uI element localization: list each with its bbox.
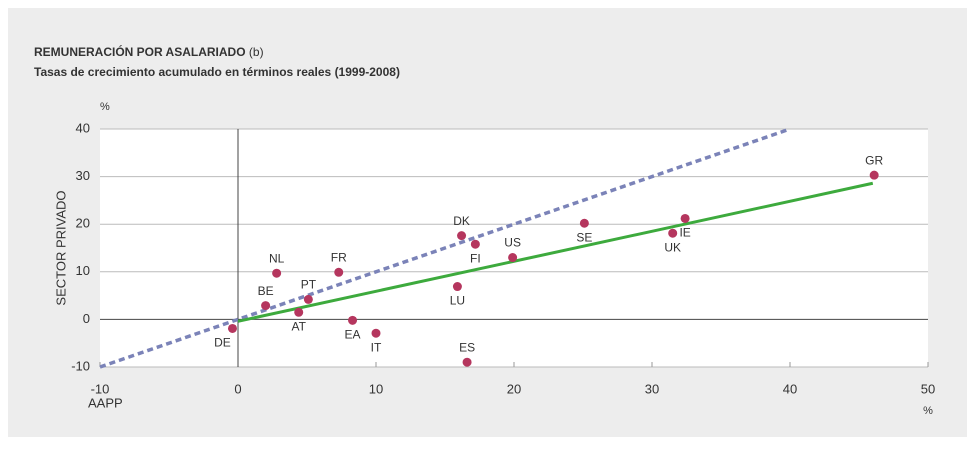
point — [272, 268, 282, 278]
x-tick-label: 10 — [369, 381, 383, 396]
x-tick-label: 50 — [921, 381, 935, 396]
x-tick-label: 30 — [645, 381, 659, 396]
point — [452, 282, 462, 292]
point — [508, 253, 518, 263]
title-note: (b) — [249, 45, 264, 59]
y-tick-label: 30 — [76, 168, 90, 183]
reference-line — [99, 127, 791, 369]
point — [668, 228, 678, 238]
chart-title: REMUNERACIÓN POR ASALARIADO (b) — [34, 44, 264, 59]
point — [457, 231, 467, 241]
point-label: EA — [345, 328, 361, 342]
x-tick-label: -10 — [91, 381, 110, 396]
x-tick-label: 0 — [234, 381, 241, 396]
point-label: IT — [371, 340, 382, 354]
point-label: ES — [459, 340, 475, 354]
point — [869, 170, 879, 180]
point — [462, 357, 472, 367]
y-tick-label: 10 — [76, 263, 90, 278]
point-label: DK — [453, 214, 470, 228]
point-label: LU — [450, 294, 465, 308]
point — [470, 239, 480, 249]
y-unit: % — [100, 101, 110, 113]
y-tick-label: -10 — [71, 358, 90, 373]
title: REMUNERACIÓN POR ASALARIADO — [34, 44, 246, 59]
point-label: DE — [214, 336, 231, 350]
chart-subtitle: Tasas de crecimiento acumulado en términ… — [34, 65, 400, 79]
point — [334, 267, 344, 277]
point-label: NL — [269, 251, 285, 265]
point-label: AT — [291, 319, 306, 333]
x-unit: % — [923, 405, 933, 417]
point — [227, 323, 237, 333]
point-label: IE — [679, 226, 690, 240]
point-label: UK — [664, 240, 681, 254]
point — [680, 213, 690, 223]
point — [261, 301, 271, 311]
point-label: BE — [258, 284, 274, 298]
y-axis-label: SECTOR PRIVADO — [53, 190, 68, 305]
x-tick-label: 20 — [507, 381, 521, 396]
point — [371, 328, 381, 338]
point-label: GR — [865, 153, 883, 167]
y-tick-label: 20 — [76, 216, 90, 231]
x-tick-label: 40 — [783, 381, 797, 396]
y-tick-label: 40 — [76, 120, 90, 135]
point — [294, 307, 304, 317]
point-label: FR — [331, 250, 347, 264]
point — [348, 315, 358, 325]
point — [579, 218, 589, 228]
reference-line — [237, 181, 874, 323]
point — [303, 294, 313, 304]
point-label: SE — [576, 230, 592, 244]
point-label: PT — [301, 278, 317, 292]
point-label: US — [504, 236, 521, 250]
x-axis-label: AAPP — [88, 395, 123, 410]
point-label: FI — [470, 251, 481, 265]
y-tick-label: 0 — [83, 311, 90, 326]
